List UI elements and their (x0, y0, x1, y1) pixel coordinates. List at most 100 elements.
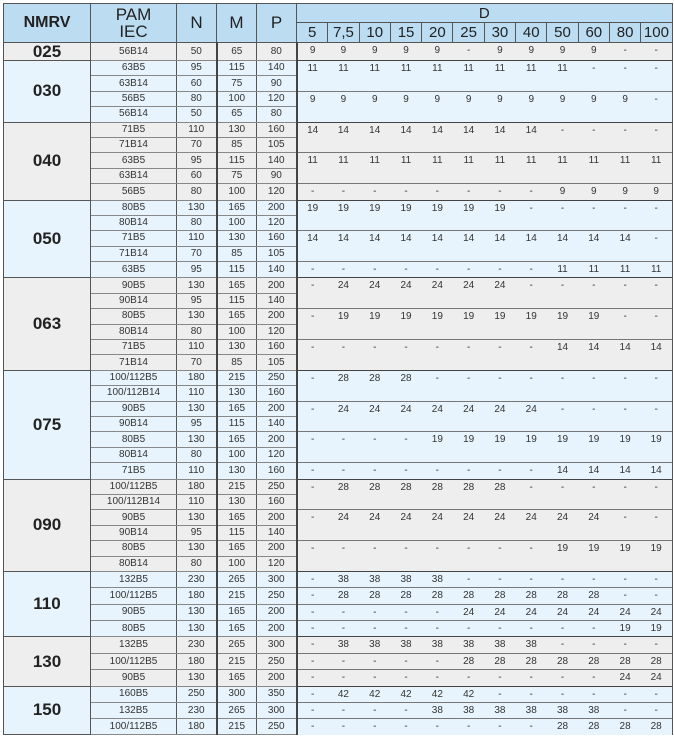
cell-n: 130 (176, 400, 218, 417)
cell-d: 14 (609, 462, 641, 480)
cell-d: - (546, 570, 579, 588)
cell-p: 300 (256, 702, 298, 720)
cell-p: 200 (256, 669, 298, 687)
cell-pam: 100/112B5 (90, 478, 177, 495)
cell-n: 95 (176, 415, 218, 433)
table-row: 90B14 95 115 140 (4, 524, 673, 542)
cell-d: - (484, 669, 516, 687)
cell-m: 165 (216, 540, 257, 557)
header-d-col: 20 (421, 22, 454, 43)
cell-d: 28 (546, 587, 579, 605)
cell-p: 200 (256, 509, 298, 526)
cell-pam: 90B5 (90, 603, 177, 622)
cell-n: 50 (176, 42, 218, 61)
cell-d: 19 (578, 540, 610, 572)
cell-d: 14 (359, 121, 391, 153)
cell-d: - (327, 702, 360, 719)
cell-d: 14 (452, 121, 485, 153)
table-row: 63B14 60 75 90 (4, 167, 673, 185)
cell-d: 38 (390, 636, 422, 654)
cell-d: 28 (640, 652, 673, 670)
table-row: 80B14 80 100 120 (4, 555, 673, 572)
cell-d: 38 (452, 702, 485, 719)
cell-d: - (546, 685, 579, 703)
cell-d: 38 (515, 636, 547, 654)
cell-pam: 56B5 (90, 183, 177, 201)
cell-p: 160 (256, 385, 298, 402)
table-row: 063 90B5 130 165 200-24 24 24 24 24 24- - - - - (3, 277, 673, 371)
cell-d: 11 (421, 60, 453, 92)
header-d-col: 100 (640, 22, 673, 43)
table-row: 80B14 80 100 120 (4, 214, 673, 232)
cell-d: 28 (452, 652, 485, 670)
cell-d: - (515, 369, 547, 402)
cell-d: - (359, 669, 391, 687)
cell-d: - (640, 369, 673, 402)
cell-d: - (327, 620, 360, 637)
cell-d: 11 (484, 152, 516, 184)
cell-p: 120 (256, 183, 298, 201)
cell-m: 215 (216, 587, 257, 605)
cell-d: - (327, 540, 360, 572)
table-row: 80B5 130 165 200- - - -19 19 19 19 19 19 19 19 (4, 431, 673, 463)
cell-d: - (296, 261, 328, 278)
cell-d: - (452, 42, 485, 61)
cell-d: 24 (390, 509, 422, 541)
cell-d: 11 (578, 152, 610, 184)
cell-m: 115 (216, 261, 257, 279)
cell-d: - (296, 669, 328, 687)
cell-d: 19 (452, 308, 485, 340)
cell-d: 11 (327, 60, 360, 92)
cell-d: 14 (421, 230, 453, 262)
cell-d: 24 (421, 277, 453, 309)
cell-d: 24 (515, 509, 547, 541)
cell-pam: 90B5 (90, 400, 177, 417)
cell-n: 130 (176, 431, 218, 448)
cell-n: 110 (176, 230, 218, 247)
cell-d: 28 (546, 652, 579, 670)
cell-d: 9 (515, 90, 547, 123)
cell-d: 14 (390, 230, 422, 262)
cell-d: 28 (359, 478, 391, 510)
cell-d: 24 (390, 400, 422, 432)
cell-d: - (359, 540, 391, 572)
cell-d: - (640, 90, 673, 123)
cell-d: 24 (484, 277, 516, 309)
cell-pam: 90B14 (90, 415, 177, 433)
cell-d: - (640, 121, 673, 153)
group-size: 090 (3, 478, 91, 572)
cell-m: 165 (216, 620, 257, 638)
cell-d: - (327, 652, 360, 670)
table-row: 90B5 130 165 200-24 24 24 24 24 24 24- - - - (4, 400, 673, 432)
cell-m: 130 (216, 385, 257, 402)
cell-d: - (578, 277, 610, 309)
cell-m: 115 (216, 152, 257, 169)
cell-d: 24 (546, 509, 579, 541)
cell-d: 11 (546, 152, 579, 184)
cell-d: - (609, 400, 641, 432)
cell-d: 28 (390, 478, 422, 510)
cell-d: 24 (359, 509, 391, 541)
cell-pam: 90B5 (90, 509, 177, 526)
cell-d: 28 (484, 652, 516, 670)
cell-d: 28 (327, 478, 360, 510)
cell-m: 130 (216, 462, 257, 480)
cell-d: 19 (327, 199, 360, 231)
cell-p: 120 (256, 214, 298, 232)
cell-d: - (640, 42, 673, 61)
table-row: 100/112B5 180 215 250- - - - - - - -28 28 28 28 (4, 718, 673, 736)
cell-n: 80 (176, 183, 218, 201)
cell-d: - (640, 308, 673, 340)
header-iec: IEC (119, 22, 148, 41)
cell-p: 200 (256, 308, 298, 325)
cell-d: - (515, 277, 547, 309)
cell-d: - (390, 702, 422, 719)
cell-n: 130 (176, 509, 218, 526)
cell-d: 9 (421, 90, 453, 123)
cell-d: 11 (390, 60, 422, 92)
cell-n: 130 (176, 669, 218, 687)
cell-p: 140 (256, 59, 298, 77)
cell-d: 9 (578, 42, 610, 61)
cell-d: 38 (421, 702, 453, 719)
cell-d: 14 (609, 339, 641, 371)
